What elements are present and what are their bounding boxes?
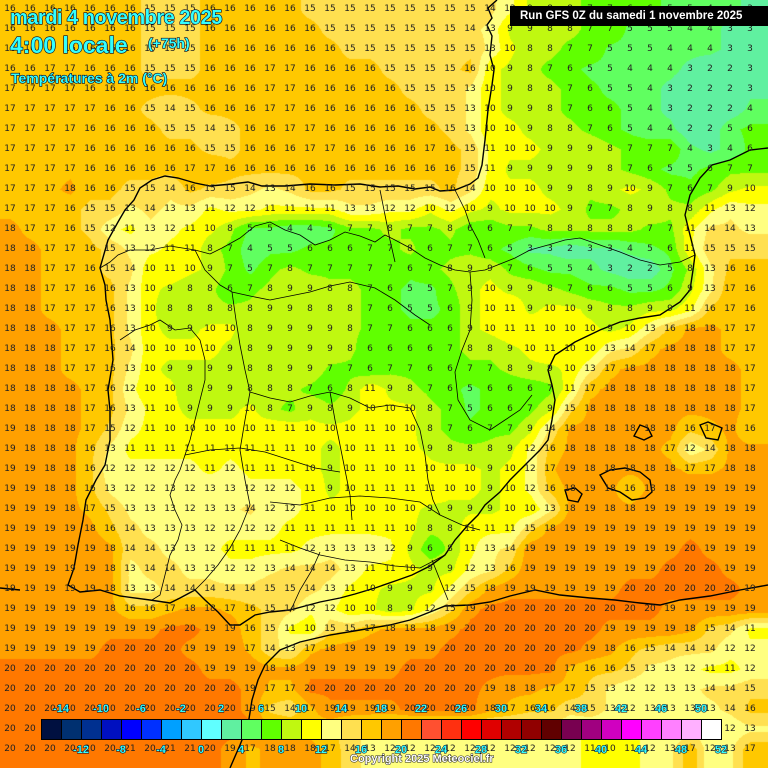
legend-swatch [542, 720, 562, 739]
legend-label: 32 [514, 744, 528, 757]
legend-label: 26 [454, 703, 468, 716]
legend-swatch [582, 720, 602, 739]
legend-swatch [282, 720, 302, 739]
legend-label: -10 [93, 703, 110, 716]
legend-label: 24 [434, 744, 448, 757]
legend-label: -14 [53, 703, 70, 716]
forecast-date: mardi 4 novembre 2025 [9, 6, 223, 29]
legend-label: 0 [197, 744, 205, 757]
forecast-time: 4:00 locale [9, 31, 128, 58]
legend-label: 52 [714, 744, 728, 757]
legend-swatch [442, 720, 462, 739]
legend-label: -8 [116, 744, 127, 757]
legend-swatch [422, 720, 442, 739]
legend-label: 8 [277, 744, 285, 757]
legend-label: 40 [594, 744, 608, 757]
legend-swatch [82, 720, 102, 739]
legend-label: 22 [414, 703, 428, 716]
legend-swatch [502, 720, 522, 739]
legend-swatch [702, 720, 721, 739]
legend-label: 16 [354, 744, 368, 757]
legend-label: 18 [374, 703, 388, 716]
legend-swatch [142, 720, 162, 739]
legend-swatch [102, 720, 122, 739]
legend-swatch [662, 720, 682, 739]
copyright: Copyright 2025 Meteociel.fr [350, 753, 495, 766]
legend-swatch [682, 720, 702, 739]
legend-swatch [602, 720, 622, 739]
variable-title: Températures à 2m (°C) [10, 69, 168, 86]
legend-swatch [222, 720, 242, 739]
legend-swatch [42, 720, 62, 739]
legend-label: 48 [674, 744, 688, 757]
legend-label: -4 [156, 744, 167, 757]
legend-label: 36 [554, 744, 568, 757]
legend-swatch [522, 720, 542, 739]
legend-label: 14 [334, 703, 348, 716]
legend-label: 2 [217, 703, 225, 716]
legend-swatch [62, 720, 82, 739]
legend-swatch [162, 720, 182, 739]
legend-swatch [622, 720, 642, 739]
legend-swatch [322, 720, 342, 739]
legend-swatch [402, 720, 422, 739]
legend-label: 50 [694, 703, 708, 716]
legend-label: 28 [474, 744, 488, 757]
legend-label: -12 [73, 744, 90, 757]
legend-label: 42 [614, 703, 628, 716]
legend-label: 46 [654, 703, 668, 716]
legend-label: 20 [394, 744, 408, 757]
legend-swatch [202, 720, 222, 739]
legend-label: 6 [257, 703, 265, 716]
color-legend [41, 719, 722, 740]
legend-label: -6 [136, 703, 147, 716]
legend-label: 10 [294, 703, 308, 716]
legend-swatch [342, 720, 362, 739]
legend-label: 44 [634, 744, 648, 757]
legend-swatch [362, 720, 382, 739]
legend-swatch [562, 720, 582, 739]
legend-label: 12 [314, 744, 328, 757]
legend-swatch [382, 720, 402, 739]
forecast-lead-time: (+75h) [147, 34, 190, 51]
legend-label: 4 [237, 744, 245, 757]
model-run-label: Run GFS 0Z du samedi 1 novembre 2025 [510, 6, 768, 26]
legend-swatch [262, 720, 282, 739]
legend-swatch [462, 720, 482, 739]
legend-label: -2 [176, 703, 187, 716]
legend-label: 34 [534, 703, 548, 716]
legend-label: 38 [574, 703, 588, 716]
legend-swatch [302, 720, 322, 739]
legend-label: 30 [494, 703, 508, 716]
legend-swatch [122, 720, 142, 739]
legend-swatch [242, 720, 262, 739]
legend-swatch [482, 720, 502, 739]
legend-swatch [642, 720, 662, 739]
legend-swatch [182, 720, 202, 739]
